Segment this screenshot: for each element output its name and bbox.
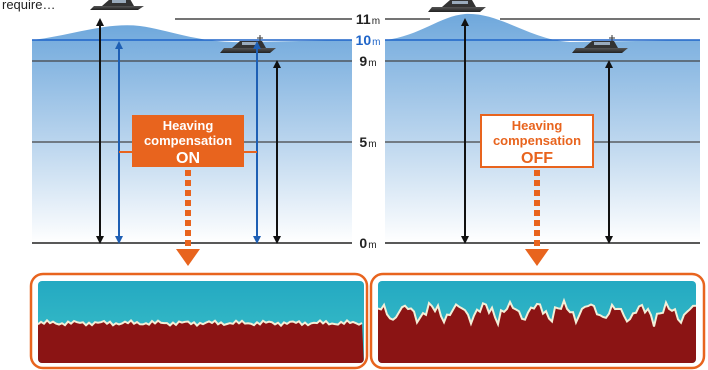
- heaving-compensation-on-box: [132, 115, 244, 167]
- box-label-line1: Heaving: [512, 118, 563, 133]
- depth-label-5m: 5m: [359, 134, 376, 150]
- flow-arrow-head: [525, 249, 549, 266]
- wavy-seabed-edge: [378, 297, 696, 328]
- box-state-label: ON: [176, 150, 200, 167]
- box-label-line1: Heaving: [163, 118, 214, 133]
- boat-on-crest: [90, 0, 144, 10]
- depth-label-0m: 0m: [359, 235, 376, 251]
- wavy-seabed-echo: [378, 300, 696, 363]
- caption-fragment: require…: [2, 0, 55, 12]
- depth-scale: 11m 10m 9m 5m 0m: [356, 11, 381, 251]
- depth-label-9m: 9m: [359, 53, 376, 69]
- echogram-frame-on: [29, 272, 369, 370]
- boat-on-crest: [428, 0, 486, 12]
- box-label-line2: compensation: [493, 133, 581, 148]
- panel-off: Heaving compensation OFF: [385, 0, 700, 266]
- flat-seabed-edge: [38, 318, 363, 328]
- echogram-on: [29, 272, 369, 370]
- panel-on: Heaving compensation ON: [32, 0, 352, 266]
- echogram-off: [369, 272, 706, 370]
- depth-label-10m: 10m: [356, 32, 381, 48]
- box-state-label: OFF: [521, 150, 553, 167]
- flow-arrow-head: [176, 249, 200, 266]
- heaving-compensation-off-box: [480, 114, 594, 168]
- depth-label-11m: 11m: [356, 11, 380, 27]
- box-label-line2: compensation: [144, 133, 232, 148]
- boat-in-trough: [572, 35, 628, 53]
- flat-seabed-echo: [38, 320, 364, 363]
- echogram-frame-off: [369, 272, 706, 370]
